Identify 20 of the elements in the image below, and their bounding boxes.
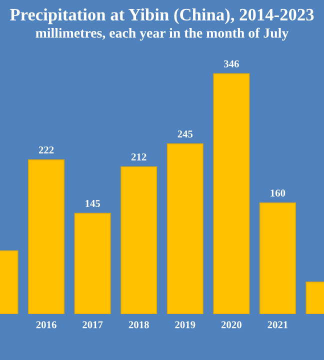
x-tick-label: 2016 (36, 321, 56, 328)
x-tick-label: 2020 (221, 321, 242, 328)
data-label: 222 (38, 146, 54, 154)
bar (213, 73, 250, 314)
chart-title: Precipitation at Yibin (China), 2014-2023 (10, 8, 314, 24)
data-label: 245 (178, 130, 193, 138)
data-label: 346 (224, 60, 239, 68)
bar (28, 159, 65, 314)
bar (166, 143, 204, 314)
data-label: 145 (86, 200, 100, 207)
chart-subtitle: millimetres, each year in the month of July (36, 28, 289, 41)
x-tick-label: 2018 (128, 321, 149, 328)
data-label: 212 (131, 153, 146, 160)
x-tick-label: 2021 (268, 321, 288, 328)
bar (74, 212, 111, 314)
x-tick-label: 2019 (175, 321, 196, 328)
x-tick-label: 2017 (82, 321, 103, 328)
data-label: 160 (270, 190, 286, 197)
bar (259, 202, 296, 314)
bar (120, 166, 158, 314)
